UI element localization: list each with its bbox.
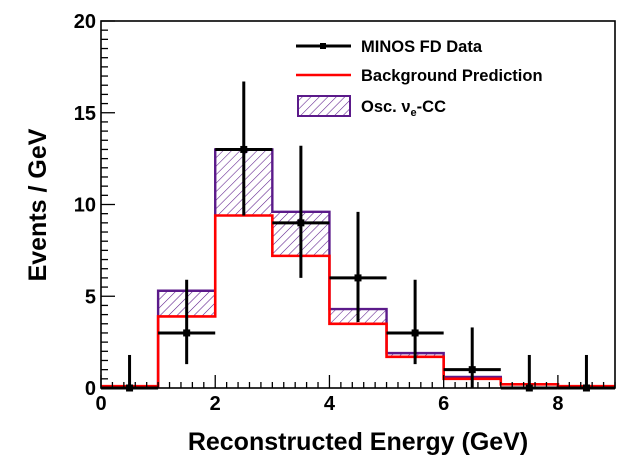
data-point-marker bbox=[468, 366, 476, 374]
data-point-marker bbox=[411, 329, 419, 337]
axis-ticks bbox=[100, 20, 616, 389]
legend-label-osc-sub: e bbox=[411, 107, 417, 119]
legend-osc-swatch bbox=[297, 95, 351, 117]
background-prediction-step-line bbox=[101, 214, 615, 388]
data-point bbox=[386, 279, 444, 365]
data-point bbox=[500, 354, 558, 392]
data-points-layer bbox=[101, 81, 615, 392]
x-tick-label: 0 bbox=[95, 393, 106, 415]
legend-label-data: MINOS FD Data bbox=[361, 38, 483, 56]
x-tick-labels: 0 2 4 6 8 bbox=[95, 393, 563, 415]
y-tick-label: 20 bbox=[74, 11, 96, 33]
data-point bbox=[215, 81, 273, 216]
x-tick-label: 4 bbox=[324, 393, 336, 415]
legend-label-background: Background Prediction bbox=[361, 67, 543, 85]
y-tick-label: 10 bbox=[74, 195, 96, 217]
x-tick-label: 6 bbox=[438, 393, 449, 415]
legend-label-osc-main: Osc. ν bbox=[361, 98, 411, 116]
legend: MINOS FD Data Background Prediction Osc.… bbox=[296, 38, 543, 119]
y-tick-label: 0 bbox=[85, 378, 96, 400]
x-tick-label: 8 bbox=[552, 393, 563, 415]
legend-label-osc: Osc. νe-CC bbox=[361, 98, 446, 119]
x-axis-label: Reconstructed Energy (GeV) bbox=[188, 428, 528, 456]
y-tick-labels: 0 5 10 15 20 bbox=[74, 11, 96, 400]
y-axis-label: Events / GeV bbox=[24, 128, 52, 281]
y-tick-label: 5 bbox=[85, 286, 96, 308]
data-point-marker bbox=[297, 219, 305, 227]
y-tick-label: 15 bbox=[74, 103, 96, 125]
legend-entry-data: MINOS FD Data bbox=[296, 38, 483, 56]
data-point bbox=[329, 211, 387, 322]
data-point bbox=[158, 279, 216, 365]
data-point-marker bbox=[240, 145, 248, 153]
data-point bbox=[272, 145, 330, 278]
data-point-marker bbox=[354, 274, 362, 282]
legend-data-marker bbox=[320, 43, 326, 49]
legend-label-osc-tail: -CC bbox=[417, 98, 446, 116]
x-tick-label: 2 bbox=[210, 393, 221, 415]
legend-entry-background: Background Prediction bbox=[296, 67, 543, 85]
data-point-marker bbox=[183, 329, 191, 337]
data-point bbox=[443, 327, 501, 388]
legend-entry-osc: Osc. νe-CC bbox=[297, 95, 446, 119]
